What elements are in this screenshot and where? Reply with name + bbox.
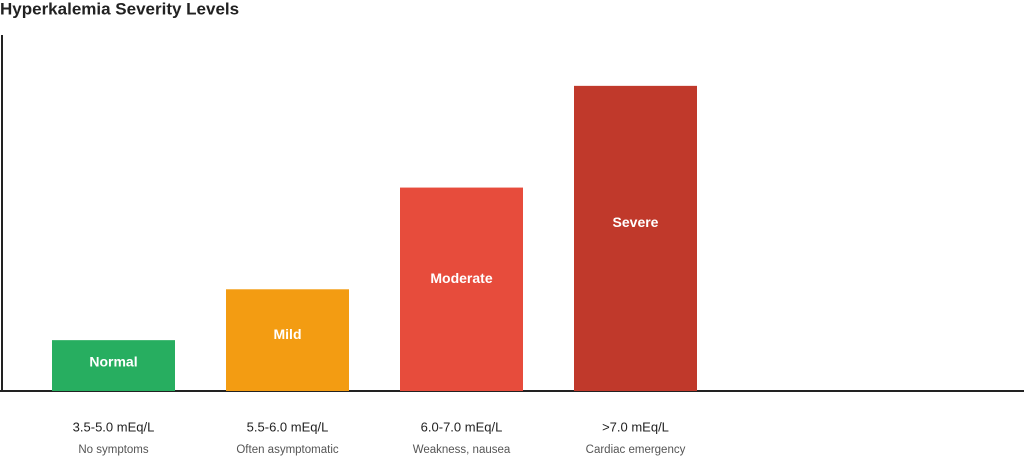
category-description: Cardiac emergency [586,444,686,456]
bar-label: Severe [613,214,659,230]
x-tick-label: >7.0 mEq/L [602,419,669,434]
category-description: Often asymptomatic [236,444,339,456]
bar [226,289,349,391]
bar [574,85,697,391]
bar-label: Moderate [430,270,492,286]
bar [400,187,523,391]
bar-label: Mild [274,326,302,342]
category-description: Weakness, nausea [413,444,511,456]
x-tick-label: 6.0-7.0 mEq/L [421,419,503,434]
x-tick-label: 3.5-5.0 mEq/L [73,419,155,434]
x-tick-label: 5.5-6.0 mEq/L [247,419,329,434]
category-description: No symptoms [78,444,149,456]
chart-title: Hyperkalemia Severity Levels [0,0,239,18]
bar [52,340,175,391]
bar-label: Normal [89,354,137,370]
